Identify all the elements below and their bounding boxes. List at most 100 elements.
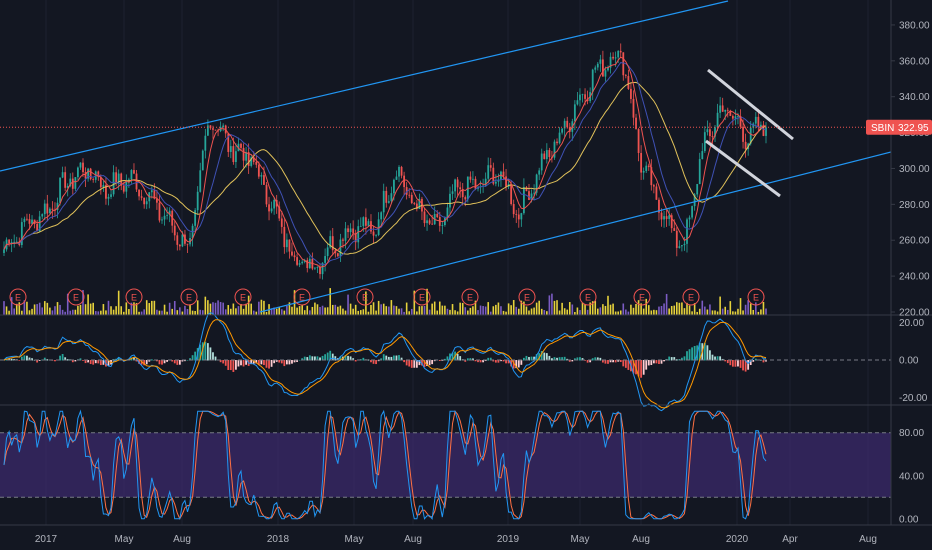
macd-histogram-bar: [194, 351, 197, 361]
volume-bar: [719, 296, 721, 315]
candle-body: [645, 165, 648, 171]
event-circle: [356, 288, 374, 306]
volume-bar: [186, 309, 189, 315]
event-circle: [293, 288, 311, 306]
candle-body: [558, 132, 561, 144]
candle-body: [395, 176, 398, 180]
candle-body: [308, 258, 311, 269]
volume-bar: [579, 310, 581, 315]
macd-histogram-bar: [594, 357, 597, 361]
volume-bar: [196, 300, 199, 315]
macd-histogram-bar: [23, 355, 26, 361]
candle-body: [10, 242, 13, 244]
macd-histogram-bar: [352, 358, 355, 361]
volume-bar: [278, 307, 281, 315]
macd-histogram-bar: [640, 360, 643, 378]
macd-histogram-bar: [296, 360, 298, 362]
macd-histogram-bar: [145, 360, 148, 365]
candle-body: [319, 267, 321, 275]
channel-lower-trendline[interactable]: [259, 151, 892, 313]
candle-body: [719, 105, 722, 113]
candle-body: [464, 197, 467, 200]
candle-body: [599, 59, 602, 64]
candle-body: [247, 152, 250, 166]
volume-bar: [252, 310, 255, 315]
macd-histogram-bar: [102, 360, 105, 365]
price-tick-label: 280.00: [899, 200, 930, 211]
candle-body: [635, 117, 637, 130]
macd-histogram-bar: [663, 360, 665, 362]
macd-histogram-bar: [10, 358, 13, 361]
volume-bar: [293, 290, 296, 315]
event-label: E: [753, 293, 759, 303]
volume-bar: [38, 302, 41, 315]
macd-axis[interactable]: 20.00 0.00 -20.00: [899, 318, 928, 404]
candle-body: [71, 178, 74, 189]
wedge-lower-trendline[interactable]: [705, 139, 781, 198]
candle-body: [487, 165, 490, 179]
time-axis[interactable]: 2017 May Aug 2018 May Aug 2019 May Aug 2020 Apr Aug: [35, 534, 877, 545]
macd-histogram-bar: [298, 359, 301, 361]
volume-bar: [665, 293, 668, 315]
event-marker: E: [518, 288, 536, 306]
macd-histogram-bar: [20, 356, 23, 361]
candle-body: [364, 217, 367, 226]
macd-histogram-bar: [163, 360, 166, 364]
volume-bar: [212, 302, 214, 315]
volume-bar: [362, 309, 365, 315]
event-circle: [67, 288, 85, 306]
price-tick-label: 360.00: [899, 56, 930, 67]
macd-histogram-bar: [385, 355, 388, 361]
price-tick-label: 340.00: [899, 92, 930, 103]
macd-histogram-bar: [451, 352, 454, 361]
candle-body: [380, 212, 383, 220]
event-marker: E: [682, 288, 700, 306]
macd-histogram-bar: [581, 358, 584, 361]
candle-body: [79, 162, 82, 168]
macd-histogram-bar: [691, 347, 693, 361]
volume-bar: [347, 294, 349, 315]
event-marker: E: [633, 288, 651, 306]
macd-histogram-bar: [421, 360, 423, 366]
candle-body: [568, 127, 571, 132]
candle-body: [739, 116, 742, 127]
candle-body: [494, 181, 497, 184]
volume-bar: [660, 306, 663, 315]
event-label: E: [688, 293, 694, 303]
volume-bar: [43, 301, 46, 315]
candle-body: [138, 189, 140, 197]
macd-histogram-bar: [749, 360, 752, 365]
candle-body: [82, 162, 84, 173]
macd-histogram-bar: [79, 358, 82, 361]
candle-body: [576, 100, 579, 105]
macd-histogram-bar: [413, 360, 416, 368]
macd-histogram-bar: [568, 360, 571, 362]
volume-bar: [94, 311, 97, 315]
macd-histogram-bar: [545, 353, 548, 361]
macd-histogram-bar: [301, 358, 304, 361]
wedge-upper-trendline[interactable]: [707, 68, 794, 141]
candle-body: [418, 198, 421, 209]
channel-upper-trendline[interactable]: [0, 0, 729, 172]
volume-bar: [668, 308, 670, 315]
event-circle: [461, 288, 479, 306]
candle-body: [540, 153, 543, 171]
candle-body: [619, 50, 622, 53]
stochastic-axis[interactable]: 80.00 40.00 0.00: [899, 428, 924, 525]
macd-histogram-bar: [737, 360, 739, 367]
volume-bar: [739, 298, 742, 315]
event-label: E: [362, 293, 368, 303]
macd-histogram-bar: [487, 357, 490, 361]
volume-bar: [469, 307, 472, 315]
candle-body: [161, 219, 163, 221]
macd-histogram-bar: [319, 357, 321, 361]
macd-histogram-bar: [398, 355, 400, 361]
volume-bar: [8, 310, 10, 315]
macd-histogram-bar: [339, 356, 342, 361]
price-tick-label: 260.00: [899, 236, 930, 247]
volume-bar: [377, 300, 380, 315]
volume-bar: [166, 311, 168, 315]
volume-bar: [495, 304, 497, 315]
candle-body: [204, 135, 207, 151]
